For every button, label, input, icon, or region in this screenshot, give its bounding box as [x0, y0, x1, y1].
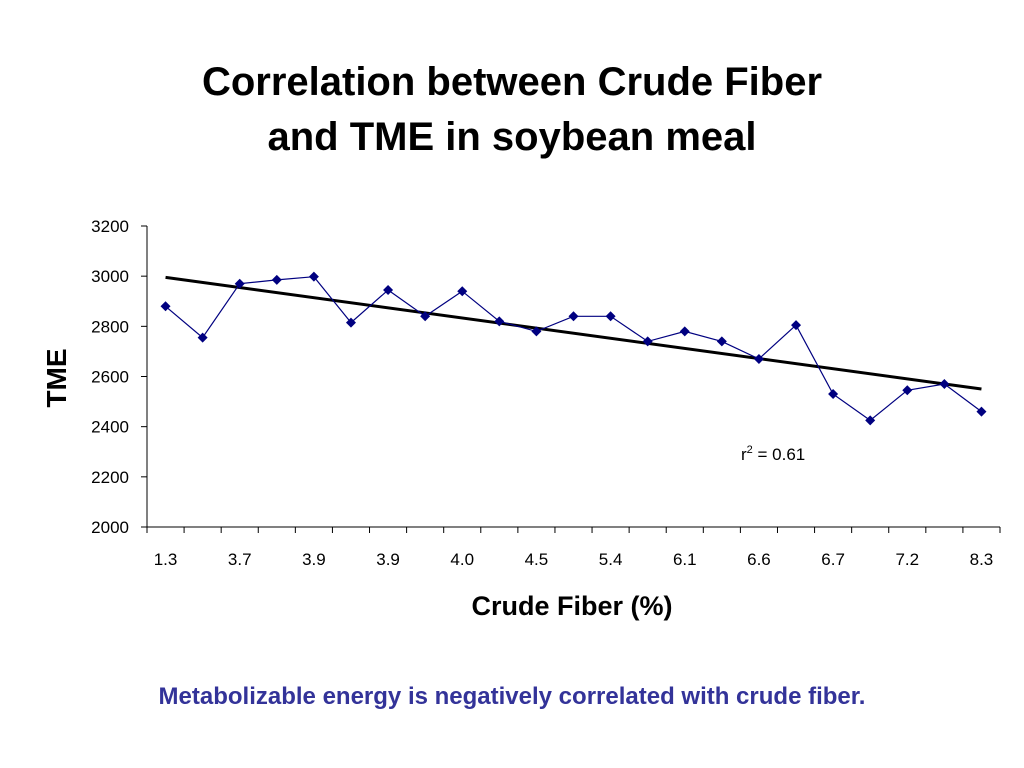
x-tick-label: 3.9: [302, 550, 326, 569]
data-point-marker: [828, 389, 839, 400]
y-tick-label: 3000: [91, 267, 129, 286]
y-tick-label: 2800: [91, 317, 129, 336]
y-tick-label: 2000: [91, 518, 129, 537]
data-point-marker: [494, 316, 505, 327]
x-tick-label: 6.1: [673, 550, 697, 569]
y-axis-title: TME: [41, 348, 72, 407]
y-tick-label: 2200: [91, 468, 129, 487]
x-tick-label: 4.5: [525, 550, 549, 569]
trendline: [165, 275, 982, 391]
data-point-marker: [531, 326, 542, 337]
slide-title-line-2: and TME in soybean meal: [267, 115, 757, 159]
axis-labels: Crude Fiber (%) TME r2 = 0.61: [41, 348, 805, 621]
x-tick-label: 6.7: [821, 550, 845, 569]
data-point-marker: [345, 317, 356, 328]
data-point-marker: [308, 271, 319, 282]
data-point-marker: [791, 320, 802, 331]
slide-title-line-1: Correlation between Crude Fiber: [201, 60, 823, 104]
chart-axes: 2000 2200 2400 2600 2800 3000 3200 1.3 3.7 3.9 3.9…: [91, 217, 1001, 569]
data-point-marker: [679, 326, 690, 337]
r-squared-annotation: r2 = 0.61: [741, 444, 805, 464]
data-point-marker: [457, 286, 468, 297]
data-point-marker: [160, 301, 171, 312]
data-point-marker: [271, 274, 282, 285]
slide-title: Correlation between Crude Fiber and TME …: [0, 55, 1024, 165]
data-point-marker: [234, 278, 245, 289]
data-point-marker: [568, 311, 579, 322]
data-point-marker: [383, 284, 394, 295]
series-line: [165, 276, 982, 422]
data-point-marker: [902, 385, 913, 396]
data-point-marker: [716, 336, 727, 347]
x-tick-label: 3.7: [228, 550, 252, 569]
x-tick-label: 7.2: [895, 550, 919, 569]
slide-footnote: Metabolizable energy is negatively corre…: [158, 683, 866, 710]
data-point-marker: [753, 353, 764, 364]
x-tick-label: 3.9: [376, 550, 400, 569]
data-point-marker: [865, 415, 876, 426]
x-tick-label: 4.0: [450, 550, 474, 569]
y-tick-label: 2400: [91, 418, 129, 437]
y-tick-label: 2600: [91, 368, 129, 387]
data-point-marker: [642, 336, 653, 347]
trendline-group: [165, 275, 982, 391]
data-point-marker: [605, 311, 616, 322]
x-tick-label: 8.3: [970, 550, 994, 569]
x-tick-label: 6.6: [747, 550, 771, 569]
data-point-marker: [939, 379, 950, 390]
data-point-marker: [976, 406, 987, 417]
x-axis-title: Crude Fiber (%): [471, 591, 672, 621]
data-point-marker: [197, 332, 208, 343]
x-tick-label: 5.4: [599, 550, 623, 569]
x-tick-label: 1.3: [154, 550, 178, 569]
series-group: [160, 271, 987, 426]
y-tick-label: 3200: [91, 217, 129, 236]
data-point-marker: [420, 311, 431, 322]
